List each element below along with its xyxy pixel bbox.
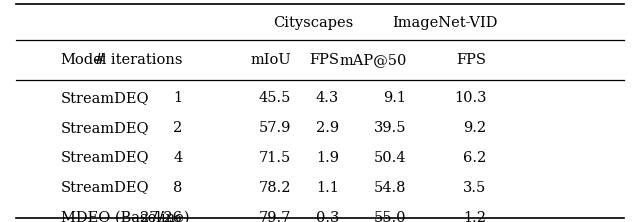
Text: 55.0: 55.0 — [374, 210, 406, 222]
Text: 0.3: 0.3 — [316, 210, 339, 222]
Text: mIoU: mIoU — [251, 53, 291, 67]
Text: 9.2: 9.2 — [463, 121, 486, 135]
Text: Cityscapes: Cityscapes — [273, 16, 354, 30]
Text: 2: 2 — [173, 121, 182, 135]
Text: StreamDEQ: StreamDEQ — [61, 180, 149, 195]
Text: 3.5: 3.5 — [463, 180, 486, 195]
Text: 10.3: 10.3 — [454, 91, 486, 105]
Text: # iterations: # iterations — [94, 53, 182, 67]
Text: StreamDEQ: StreamDEQ — [61, 91, 149, 105]
Text: mAP@50: mAP@50 — [339, 53, 406, 67]
Text: StreamDEQ: StreamDEQ — [61, 151, 149, 165]
Text: 27/26: 27/26 — [140, 210, 182, 222]
Text: 39.5: 39.5 — [374, 121, 406, 135]
Text: 1.2: 1.2 — [463, 210, 486, 222]
Text: 1: 1 — [173, 91, 182, 105]
Text: 50.4: 50.4 — [374, 151, 406, 165]
Text: 8: 8 — [173, 180, 182, 195]
Text: 9.1: 9.1 — [383, 91, 406, 105]
Text: 78.2: 78.2 — [259, 180, 291, 195]
Text: 2.9: 2.9 — [316, 121, 339, 135]
Text: 1.9: 1.9 — [316, 151, 339, 165]
Text: 54.8: 54.8 — [374, 180, 406, 195]
Text: ImageNet-VID: ImageNet-VID — [392, 16, 497, 30]
Text: 4.3: 4.3 — [316, 91, 339, 105]
Text: 45.5: 45.5 — [259, 91, 291, 105]
Text: StreamDEQ: StreamDEQ — [61, 121, 149, 135]
Text: 4: 4 — [173, 151, 182, 165]
Text: 79.7: 79.7 — [259, 210, 291, 222]
Text: FPS: FPS — [309, 53, 339, 67]
Text: FPS: FPS — [456, 53, 486, 67]
Text: 71.5: 71.5 — [259, 151, 291, 165]
Text: Model: Model — [61, 53, 107, 67]
Text: MDEQ (Baseline): MDEQ (Baseline) — [61, 210, 189, 222]
Text: 57.9: 57.9 — [259, 121, 291, 135]
Text: 6.2: 6.2 — [463, 151, 486, 165]
Text: 1.1: 1.1 — [316, 180, 339, 195]
